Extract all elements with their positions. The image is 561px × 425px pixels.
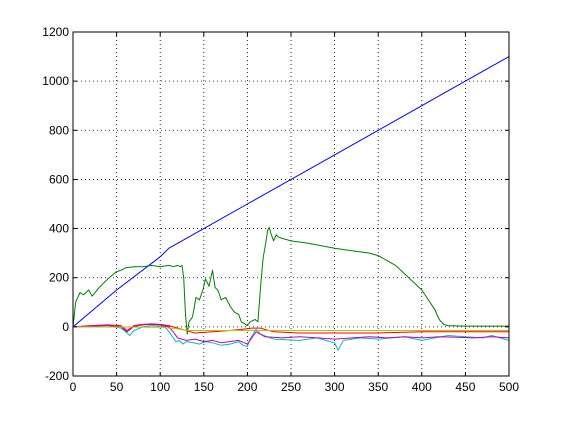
y-tick-label: 1000 (42, 74, 69, 88)
x-tick-label: 250 (281, 380, 301, 394)
y-tick-label: 400 (49, 222, 69, 236)
x-tick-labels: 0 50 100 150 200 250 300 350 400 450 500 (70, 380, 520, 394)
x-tick-label: 300 (325, 380, 345, 394)
series-line-5 (72, 323, 510, 345)
ticks (72, 31, 510, 377)
x-tick-label: 50 (110, 380, 124, 394)
x-tick-label: 150 (194, 380, 214, 394)
y-tick-label: -200 (45, 369, 69, 383)
y-tick-label: 200 (49, 271, 69, 285)
x-tick-label: 200 (237, 380, 257, 394)
y-tick-label: 0 (62, 320, 69, 334)
y-tick-labels: -200 0 200 400 600 800 1000 1200 (42, 25, 69, 383)
x-tick-label: 350 (368, 380, 388, 394)
series-line-2 (72, 226, 509, 335)
x-tick-label: 0 (70, 380, 77, 394)
series-line-6 (72, 326, 509, 331)
x-tick-label: 500 (499, 380, 519, 394)
series-line-1 (72, 56, 510, 328)
y-tick-label: 800 (49, 123, 69, 137)
x-tick-label: 450 (455, 380, 475, 394)
series-line-4 (72, 325, 510, 351)
x-tick-label: 100 (150, 380, 170, 394)
y-tick-label: 1200 (42, 25, 69, 39)
x-tick-label: 400 (412, 380, 432, 394)
series-layer (72, 56, 510, 351)
series-line-3 (72, 323, 509, 334)
y-tick-label: 600 (49, 172, 69, 186)
